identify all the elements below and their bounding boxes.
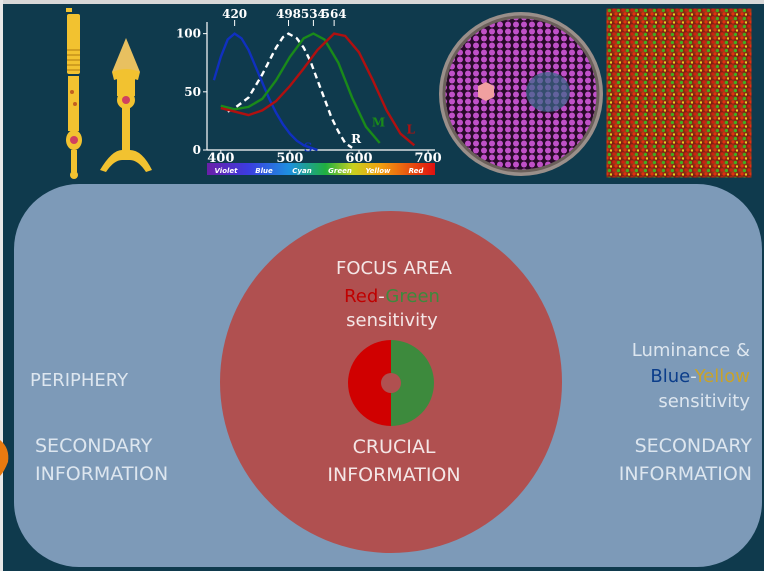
focus-red-word: Red	[344, 286, 379, 307]
spectrum-label: Yellow	[366, 167, 392, 175]
chart-axes	[203, 20, 435, 154]
cone-mosaic-square	[605, 7, 753, 179]
x-tick-label: 500	[276, 151, 303, 166]
x-tick-label: 400	[207, 151, 234, 166]
series-line	[212, 32, 318, 152]
focus-sensitivity: sensitivity	[346, 310, 438, 331]
focus-green-word: Green	[385, 286, 440, 307]
secondary-right-1: SECONDARY	[634, 435, 752, 457]
peak-label: 564	[322, 7, 347, 21]
spectrum-label: Red	[409, 167, 425, 175]
spectrum-label: Violet	[215, 167, 239, 175]
series-line	[227, 32, 353, 149]
blue-yellow-label: Blue-Yellow	[650, 366, 750, 388]
peak-label: 420	[222, 7, 247, 21]
series-line	[220, 32, 381, 144]
secondary-left-2: INFORMATION	[35, 463, 169, 485]
periphery-label: PERIPHERY	[30, 370, 129, 391]
y-tick-label: 0	[193, 143, 201, 157]
series-name-label: M	[372, 116, 385, 130]
edge-marker	[0, 440, 9, 476]
lum-yellow-word: Yellow	[694, 366, 750, 387]
focus-red-green: Red-Green	[344, 286, 440, 308]
y-tick-label: 100	[176, 27, 201, 41]
luminance-label: Luminance &	[631, 340, 750, 361]
rod-cell-illustration	[66, 8, 82, 179]
x-tick-label: 700	[415, 151, 442, 166]
peak-label: 498	[276, 7, 301, 21]
peak-label: 534	[301, 7, 326, 21]
spectrum-label: Green	[328, 167, 352, 175]
secondary-right-2: INFORMATION	[618, 463, 752, 485]
lum-dash: -	[690, 366, 695, 387]
series-name-label: L	[406, 123, 415, 137]
crucial-line-2: INFORMATION	[327, 464, 461, 486]
fovea-half-disc	[348, 340, 434, 426]
focus-title: FOCUS AREA	[336, 258, 452, 279]
series-line	[220, 32, 416, 147]
chart-plot-background	[207, 22, 435, 150]
x-tick-label: 600	[345, 151, 372, 166]
top-border	[0, 0, 764, 4]
retina-mosaic-disc	[439, 12, 603, 176]
series-name-label: R	[351, 132, 362, 146]
spectrum-labels: Violet Blue Cyan Green Yellow Red	[215, 167, 425, 175]
cone-cell-illustration	[100, 38, 152, 172]
secondary-left-1: SECONDARY	[35, 435, 153, 457]
lum-sensitivity: sensitivity	[658, 391, 750, 412]
y-tick-label: 50	[184, 85, 201, 99]
left-border	[0, 0, 3, 571]
spectrum-bar	[207, 163, 435, 175]
focus-dash: -	[378, 286, 386, 307]
spectrum-label: Blue	[255, 167, 273, 175]
lum-blue-word: Blue	[650, 366, 691, 387]
spectrum-label: Cyan	[292, 167, 311, 175]
chart-series	[212, 32, 416, 152]
crucial-line-1: CRUCIAL	[352, 436, 436, 458]
series-name-label: S	[304, 140, 313, 154]
